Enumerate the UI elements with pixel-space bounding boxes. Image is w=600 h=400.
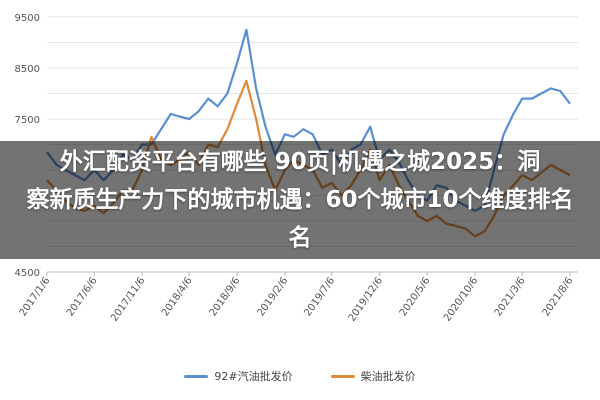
- legend-label-diesel: 柴油批发价: [360, 370, 416, 383]
- x-tick-label: 2017/6/6: [65, 275, 100, 318]
- legend-item-diesel: 柴油批发价: [330, 368, 416, 384]
- y-tick-label: 9500: [15, 13, 40, 24]
- legend-label-gasoline: 92#汽油批发价: [214, 370, 293, 383]
- article-title-line-1: 外汇配资平台有哪些 90页|机遇之城2025：洞: [59, 149, 541, 175]
- x-tick-label: 2019/12/6: [347, 275, 385, 323]
- article-title[interactable]: 外汇配资平台有哪些 90页|机遇之城2025：洞 察新质生产力下的城市机遇：60…: [26, 143, 573, 257]
- legend-swatch-diesel: [330, 374, 355, 378]
- article-title-line-3: 名: [288, 225, 312, 251]
- legend-swatch-gasoline: [184, 374, 209, 378]
- x-tick-label: 2018/9/6: [208, 275, 243, 318]
- x-tick-label: 2021/8/6: [541, 275, 576, 318]
- y-tick-label: 4500: [15, 268, 40, 279]
- x-tick-label: 2018/4/6: [160, 275, 195, 318]
- chart-legend: 92#汽油批发价 柴油批发价: [0, 366, 600, 386]
- x-tick-label: 2019/7/6: [302, 275, 337, 318]
- y-axis-ticks: 9500 8500 7500 4500: [15, 13, 40, 279]
- x-tick-label: 2019/2/6: [256, 275, 291, 318]
- y-tick-label: 7500: [15, 115, 40, 126]
- article-title-overlay[interactable]: 外汇配资平台有哪些 90页|机遇之城2025：洞 察新质生产力下的城市机遇：60…: [0, 141, 600, 259]
- x-tick-label: 2021/3/6: [493, 275, 528, 318]
- legend-item-gasoline: 92#汽油批发价: [184, 368, 293, 384]
- x-tick-label: 2020/5/6: [398, 275, 433, 318]
- y-tick-label: 8500: [15, 64, 40, 75]
- x-axis-ticks: 2017/1/6 2017/6/6 2017/11/6 2018/4/6 2018/9/…: [18, 272, 576, 324]
- article-title-line-2: 察新质生产力下的城市机遇：60个城市10个维度排名: [26, 187, 574, 213]
- x-tick-label: 2020/10/6: [442, 275, 480, 323]
- x-tick-label: 2017/1/6: [18, 275, 53, 318]
- x-tick-label: 2017/11/6: [109, 275, 147, 323]
